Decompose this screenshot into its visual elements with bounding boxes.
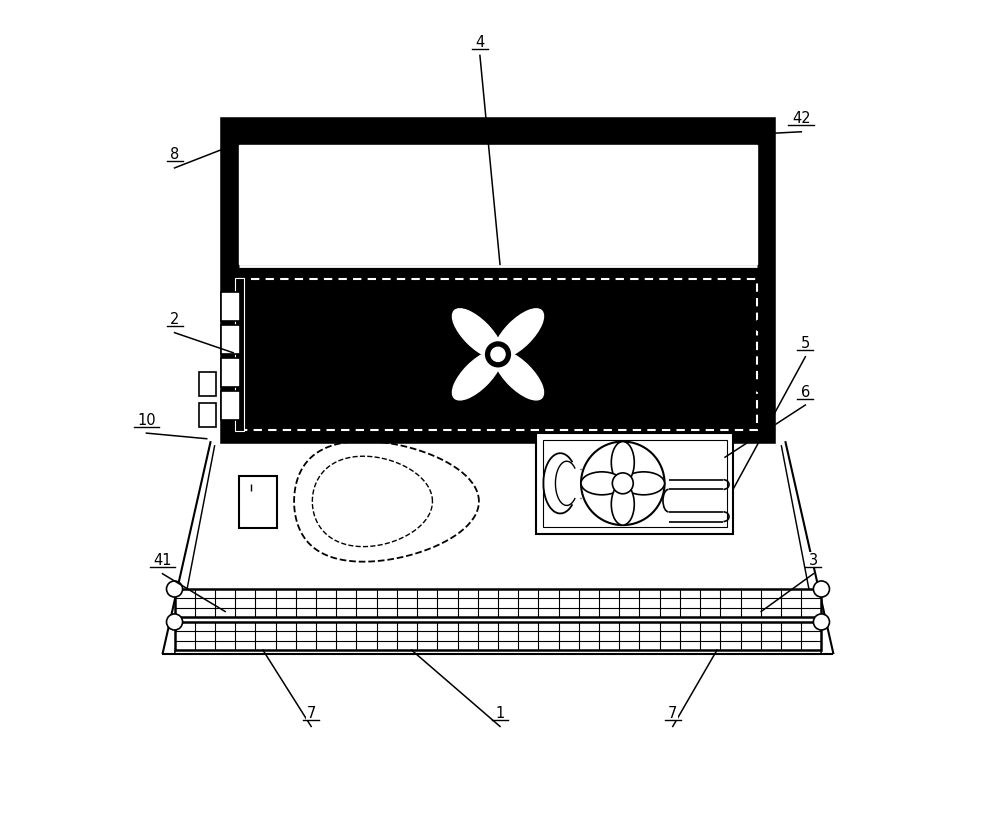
- Bar: [234, 274, 762, 435]
- Bar: [239, 476, 277, 528]
- Ellipse shape: [494, 351, 544, 400]
- Text: 5: 5: [801, 336, 810, 351]
- Text: 4: 4: [475, 35, 485, 50]
- Circle shape: [167, 614, 183, 631]
- Bar: [221, 391, 240, 421]
- Bar: [221, 359, 240, 388]
- Bar: [239, 147, 757, 265]
- Circle shape: [491, 348, 505, 362]
- Text: 10: 10: [137, 412, 156, 428]
- Circle shape: [167, 581, 183, 597]
- Text: 2: 2: [170, 312, 179, 327]
- Bar: [199, 373, 216, 396]
- Ellipse shape: [611, 484, 634, 526]
- Circle shape: [612, 473, 633, 494]
- Ellipse shape: [452, 310, 502, 359]
- Circle shape: [755, 320, 766, 332]
- Bar: [175, 590, 821, 618]
- Bar: [235, 278, 244, 431]
- Ellipse shape: [581, 473, 623, 495]
- Text: 41: 41: [153, 553, 172, 568]
- Bar: [223, 120, 773, 441]
- Bar: [536, 433, 733, 534]
- Text: 1: 1: [495, 705, 505, 720]
- Ellipse shape: [494, 310, 544, 359]
- Circle shape: [813, 581, 829, 597]
- Bar: [239, 279, 757, 430]
- Ellipse shape: [623, 473, 665, 495]
- Bar: [543, 440, 727, 527]
- Text: 3: 3: [809, 553, 818, 568]
- Text: 6: 6: [801, 384, 810, 399]
- Text: 7: 7: [668, 705, 677, 720]
- Bar: [221, 326, 240, 355]
- Circle shape: [581, 442, 665, 526]
- Bar: [199, 403, 216, 428]
- Ellipse shape: [452, 351, 502, 400]
- Text: 42: 42: [792, 111, 811, 126]
- Circle shape: [484, 341, 512, 369]
- Ellipse shape: [611, 442, 634, 484]
- Bar: [175, 622, 821, 650]
- Bar: [221, 293, 240, 322]
- Text: 8: 8: [170, 147, 179, 162]
- Circle shape: [813, 614, 829, 631]
- Circle shape: [755, 382, 766, 392]
- Text: 7: 7: [306, 705, 316, 720]
